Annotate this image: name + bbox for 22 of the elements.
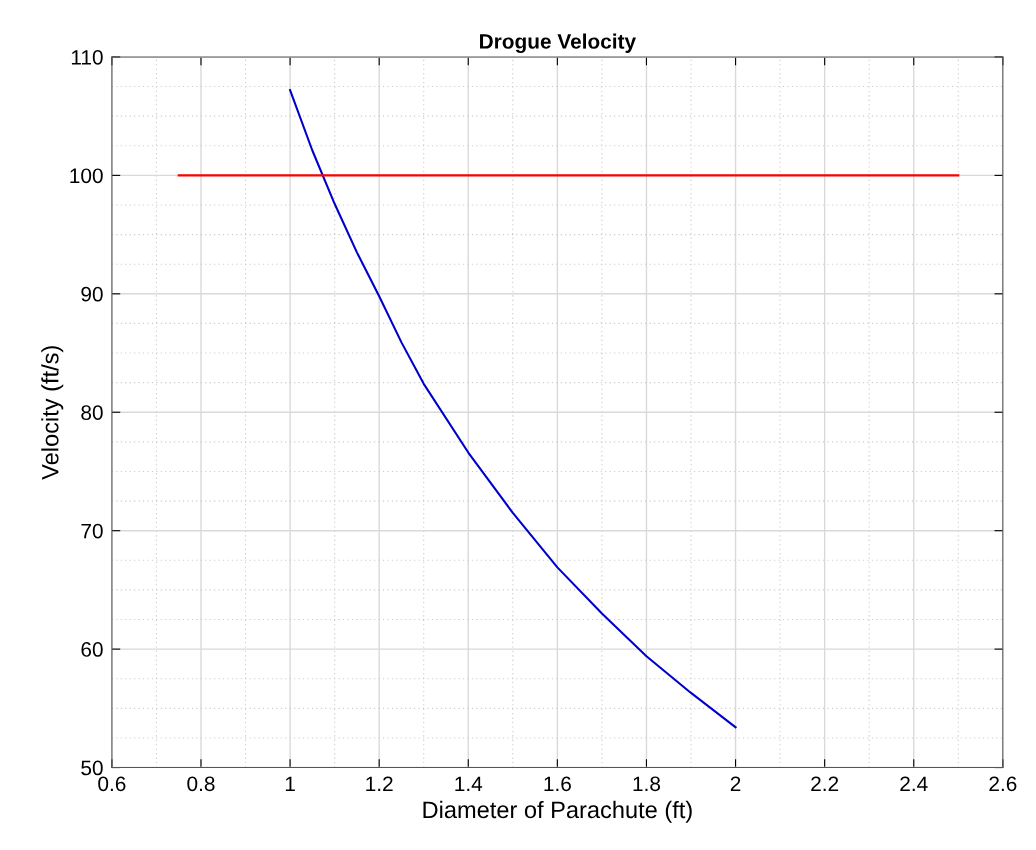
y-tick-label: 90 — [81, 286, 103, 302]
x-tick-label: 2 — [730, 776, 741, 791]
y-tick-label: 70 — [81, 523, 103, 539]
x-tick-label: 1.2 — [366, 776, 393, 791]
x-tick-label: 0.8 — [187, 776, 215, 792]
x-tick-label: 1.6 — [544, 776, 571, 792]
x-tick-label: 2.6 — [989, 776, 1017, 792]
x-tick-label: 2.4 — [900, 776, 928, 791]
y-tick-label: 60 — [81, 642, 103, 657]
line-series — [289, 89, 737, 729]
x-axis-title: Diameter of Parachute (ft) — [423, 800, 692, 823]
x-tick-label: 1.4 — [455, 776, 483, 791]
x-tick-label: 1 — [285, 776, 295, 791]
y-tick-label: 110 — [71, 49, 103, 65]
x-tick-label: 2.2 — [811, 776, 839, 791]
y-tick-label: 50 — [81, 760, 103, 776]
y-tick-label: 80 — [81, 405, 103, 420]
y-axis-title: Velocity (ft/s) — [41, 346, 64, 480]
y-tick-label: 100 — [70, 168, 103, 184]
chart-title: Drogue Velocity — [480, 33, 636, 54]
x-tick-label: 0.6 — [98, 776, 126, 792]
x-tick-label: 1.8 — [633, 776, 661, 792]
